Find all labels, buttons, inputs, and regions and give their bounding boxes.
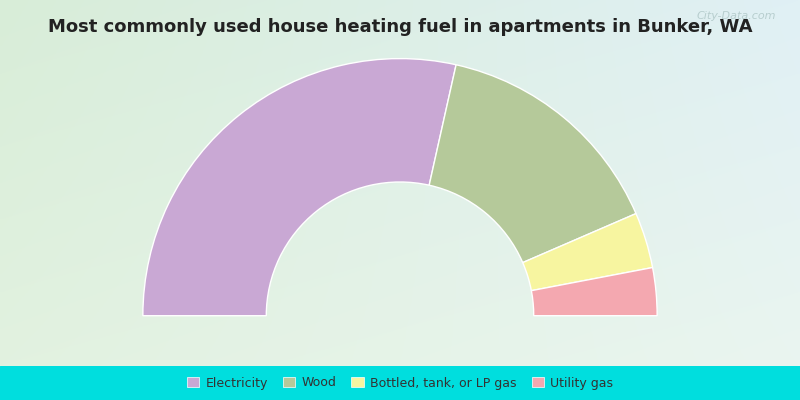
Wedge shape (429, 65, 636, 263)
Wedge shape (143, 58, 456, 316)
Text: Most commonly used house heating fuel in apartments in Bunker, WA: Most commonly used house heating fuel in… (48, 18, 752, 36)
Wedge shape (531, 268, 657, 316)
Wedge shape (522, 214, 653, 291)
Text: City-Data.com: City-Data.com (697, 11, 776, 21)
Legend: Electricity, Wood, Bottled, tank, or LP gas, Utility gas: Electricity, Wood, Bottled, tank, or LP … (182, 372, 618, 394)
